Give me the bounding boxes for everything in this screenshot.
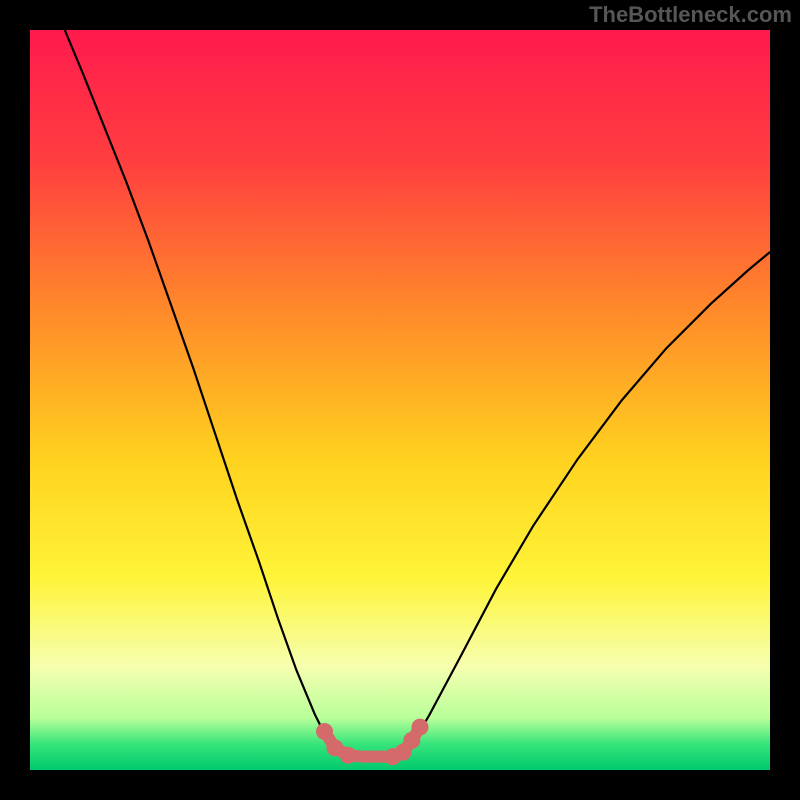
- chart-plot-area: [30, 30, 770, 770]
- optimal-marker: [340, 747, 357, 764]
- bottleneck-chart: [0, 0, 800, 800]
- optimal-marker: [411, 719, 428, 736]
- watermark-text: TheBottleneck.com: [589, 2, 792, 28]
- optimal-marker: [316, 723, 333, 740]
